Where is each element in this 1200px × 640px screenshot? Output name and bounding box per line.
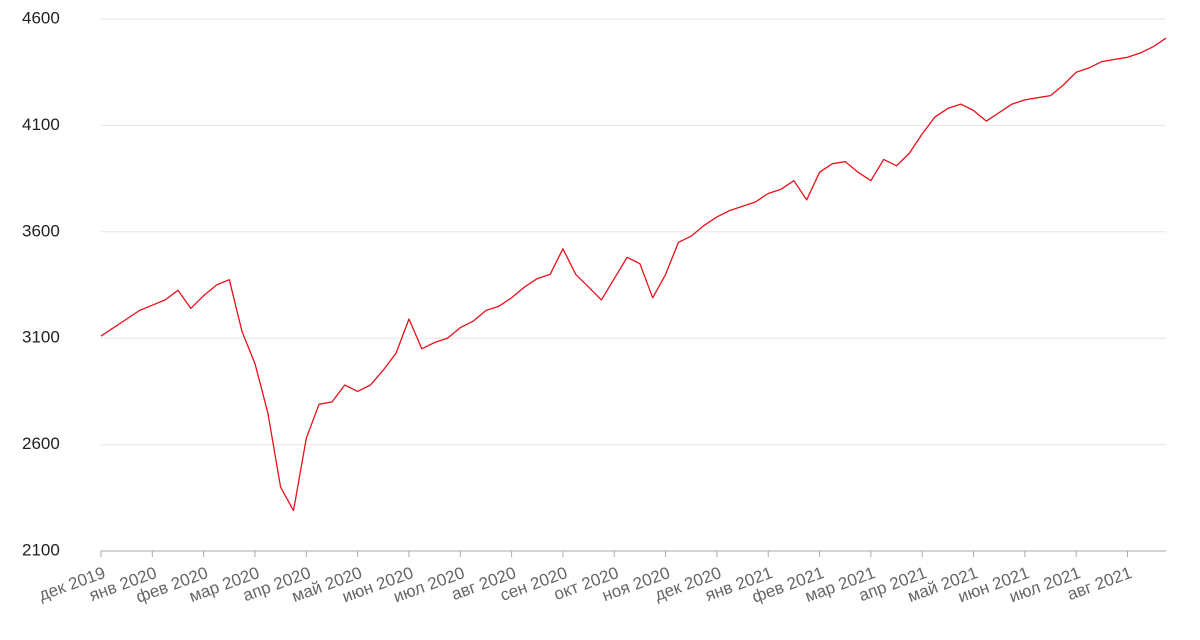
y-tick-label: 3100	[22, 328, 60, 347]
y-tick-label: 4600	[22, 8, 60, 27]
y-tick-label: 2600	[22, 434, 60, 453]
y-tick-label: 4100	[22, 115, 60, 134]
y-tick-label: 2100	[22, 540, 60, 559]
data-line	[100, 37, 1167, 512]
y-tick-label: 3600	[22, 221, 60, 240]
